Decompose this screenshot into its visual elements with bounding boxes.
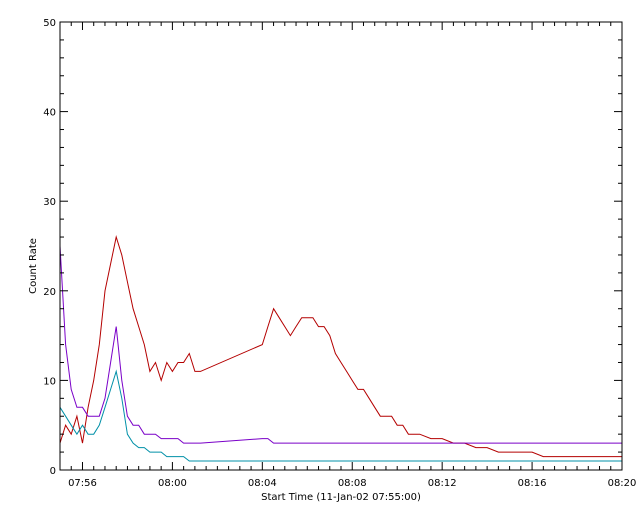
- y-tick-label: 10: [43, 376, 56, 387]
- x-axis-title: Start Time (11-Jan-02 07:55:00): [261, 492, 421, 503]
- series-line-1: [59, 245, 622, 444]
- x-tick-label: 08:20: [608, 478, 637, 489]
- y-tick-label: 0: [50, 466, 56, 477]
- x-tick-label: 08:04: [248, 478, 277, 489]
- x-tick-label: 07:56: [68, 478, 97, 489]
- axes-layer: 0 10 20 30 40 50 07:56 08:00 08:04 08:08 08:12 08:1…: [28, 18, 636, 503]
- x-tick-label: 08:08: [338, 478, 367, 489]
- y-axis-title: Count Rate: [28, 238, 39, 294]
- plot-frame: [59, 21, 623, 471]
- series-layer: [59, 235, 622, 462]
- y-tick-label: 20: [43, 287, 56, 298]
- x-tick-label: 08:00: [158, 478, 187, 489]
- y-tick-label: 30: [43, 197, 56, 208]
- x-tick-label: 08:12: [428, 478, 457, 489]
- x-tick-label: 08:16: [518, 478, 547, 489]
- y-tick-label: 50: [43, 18, 56, 29]
- series-line-0: [59, 235, 622, 458]
- series-line-2: [59, 369, 622, 462]
- y-tick-label: 40: [43, 108, 56, 119]
